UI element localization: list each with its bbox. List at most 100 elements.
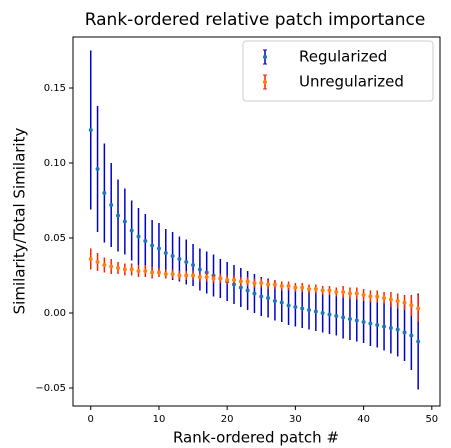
marker <box>163 251 168 255</box>
marker <box>197 275 202 279</box>
marker <box>347 317 352 321</box>
marker <box>259 294 264 299</box>
marker <box>150 243 155 248</box>
marker <box>266 282 271 287</box>
marker <box>231 278 236 282</box>
marker <box>266 296 271 300</box>
marker <box>136 269 141 273</box>
marker <box>395 299 400 303</box>
marker <box>252 281 257 285</box>
marker <box>156 270 161 275</box>
y-axis-label: Similarity/Total Similarity <box>11 128 29 315</box>
marker <box>184 273 189 278</box>
x-axis-label: Rank-ordered patch # <box>173 429 339 447</box>
x-tick-label: 0 <box>88 414 94 425</box>
marker <box>238 285 243 290</box>
marker <box>218 276 223 281</box>
legend-box <box>242 40 434 102</box>
marker <box>300 306 305 311</box>
marker <box>382 324 387 329</box>
y-tick-label: 0.15 <box>44 83 66 94</box>
marker <box>320 288 325 293</box>
marker <box>122 219 127 224</box>
marker <box>150 270 155 275</box>
marker <box>327 288 332 293</box>
legend-label: Unregularized <box>299 73 404 91</box>
marker <box>300 285 305 290</box>
marker <box>416 306 421 311</box>
marker <box>416 339 421 344</box>
marker <box>88 128 93 132</box>
marker <box>129 228 134 233</box>
marker <box>143 269 148 273</box>
plot-frame <box>72 36 441 407</box>
marker <box>293 305 298 309</box>
marker <box>211 276 216 281</box>
marker <box>225 278 230 282</box>
marker <box>95 167 100 171</box>
marker <box>307 308 312 312</box>
marker <box>313 309 318 314</box>
marker <box>279 284 284 288</box>
legend-glyph <box>263 80 267 84</box>
marker <box>272 282 277 287</box>
marker <box>354 318 359 323</box>
marker <box>116 213 121 218</box>
marker <box>122 267 127 272</box>
marker <box>238 279 243 284</box>
marker <box>313 287 318 291</box>
marker <box>177 257 182 261</box>
x-tick-label: 40 <box>357 414 370 425</box>
marker <box>409 333 414 338</box>
marker <box>170 272 175 276</box>
marker <box>184 260 189 264</box>
marker <box>245 288 250 293</box>
marker <box>368 294 373 299</box>
marker <box>388 297 393 302</box>
marker <box>109 203 114 207</box>
marker <box>334 314 339 318</box>
x-tick-label: 30 <box>289 414 302 425</box>
y-tick-label: 0.05 <box>44 233 66 244</box>
marker <box>341 315 346 320</box>
marker <box>129 267 134 272</box>
marker <box>252 291 257 296</box>
x-tick-label: 10 <box>153 414 166 425</box>
marker <box>361 293 366 297</box>
marker <box>102 191 107 195</box>
chart-title: Rank-ordered relative patch importance <box>85 10 426 30</box>
marker <box>136 234 141 239</box>
marker <box>375 294 380 299</box>
marker <box>116 266 121 270</box>
marker <box>368 321 373 326</box>
marker <box>279 300 284 305</box>
marker <box>320 311 325 315</box>
y-tick-label: 0.00 <box>44 308 66 319</box>
marker <box>191 263 196 267</box>
marker <box>334 290 339 294</box>
marker <box>347 291 352 296</box>
marker <box>88 257 93 261</box>
legend-label: Regularized <box>299 48 387 66</box>
marker <box>259 281 264 285</box>
marker <box>293 285 298 290</box>
marker <box>197 267 202 272</box>
marker <box>177 273 182 278</box>
marker <box>307 287 312 291</box>
marker <box>375 323 380 327</box>
marker <box>382 296 387 300</box>
marker <box>327 312 332 317</box>
marker <box>143 239 148 243</box>
marker <box>102 263 107 267</box>
marker <box>245 279 250 284</box>
marker <box>395 327 400 332</box>
marker <box>191 273 196 278</box>
marker <box>286 303 291 308</box>
marker <box>156 246 161 251</box>
marker <box>95 260 100 264</box>
x-tick-label: 20 <box>221 414 234 425</box>
marker <box>409 303 414 308</box>
marker <box>388 326 393 330</box>
marker <box>402 300 407 305</box>
